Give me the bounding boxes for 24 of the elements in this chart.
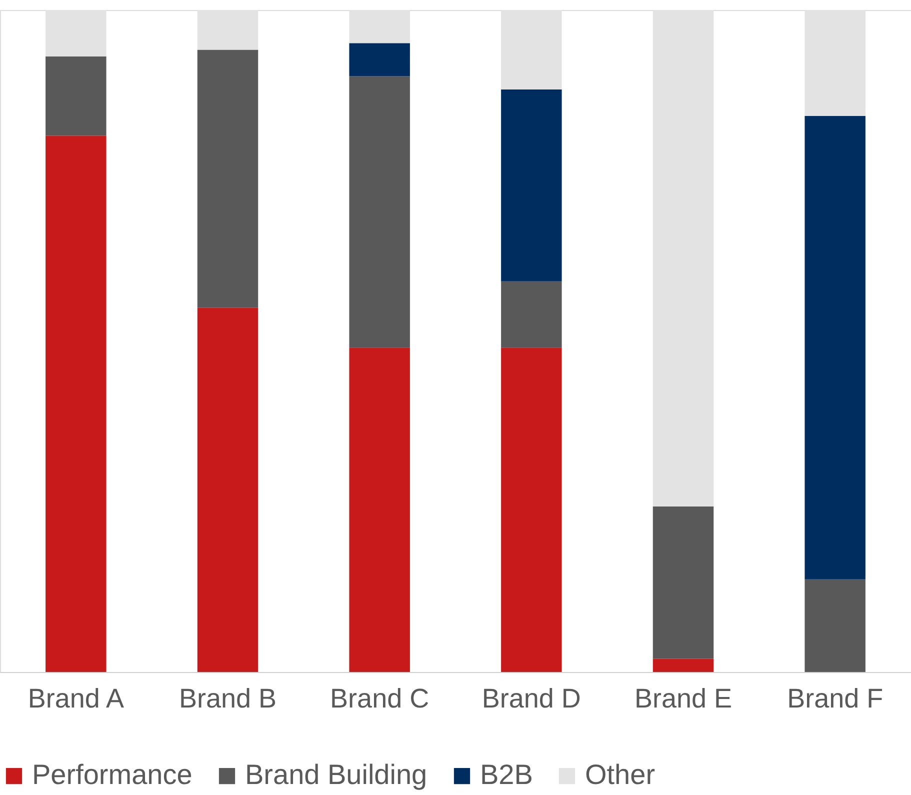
bar	[501, 89, 562, 282]
bar	[46, 136, 106, 672]
bar	[349, 348, 410, 672]
x-tick-label: Brand A	[28, 684, 124, 714]
bar	[501, 348, 562, 672]
bar	[197, 308, 258, 672]
bar	[349, 43, 410, 76]
x-tick-label: Brand D	[482, 684, 581, 714]
legend-label: Other	[585, 759, 656, 790]
bar	[804, 116, 866, 580]
x-tick-label: Brand E	[634, 684, 732, 714]
x-tick-label: Brand F	[787, 684, 884, 714]
bar	[197, 50, 258, 308]
bar	[652, 506, 714, 659]
bar	[804, 579, 866, 672]
legend-label: Performance	[32, 759, 192, 790]
bar	[652, 658, 714, 672]
bar	[46, 56, 106, 136]
bar	[349, 76, 410, 348]
legend-label: Brand Building	[245, 759, 428, 790]
bar	[501, 281, 562, 348]
x-tick-label: Brand B	[178, 684, 277, 714]
legend-label: B2B	[480, 759, 533, 790]
x-tick-label: Brand C	[330, 684, 430, 714]
